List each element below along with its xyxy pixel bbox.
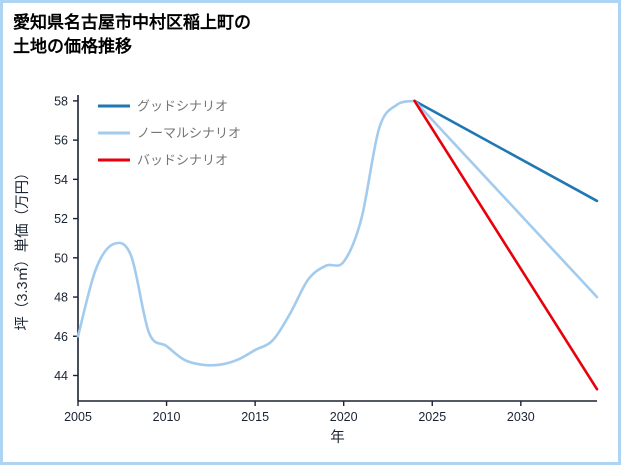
x-tick-label: 2030 [507,410,535,424]
legend-label: グッドシナリオ [137,99,228,114]
y-tick-label: 54 [54,173,68,187]
y-tick-label: 50 [54,251,68,265]
chart-title: 愛知県名古屋市中村区稲上町の 土地の価格推移 [13,11,251,59]
y-tick-label: 44 [54,369,68,383]
legend [98,104,130,162]
y-tick-label: 58 [54,94,68,108]
normal-scenario-line [413,99,599,299]
history-normal-line [76,99,416,367]
x-tick-label: 2005 [64,410,92,424]
x-axis-label: 年 [330,429,345,446]
chart-title-line1: 愛知県名古屋市中村区稲上町の [13,13,251,32]
y-tick-label: 52 [54,212,68,226]
x-tick-label: 2020 [330,410,358,424]
x-tick-label: 2015 [241,410,269,424]
x-tick-label: 2025 [418,410,446,424]
y-tick-label: 48 [54,291,68,305]
y-tick-label: 56 [54,134,68,148]
y-axis-label: 坪（3.3㎡）単価（万円） [14,165,31,330]
y-tick-label: 46 [54,330,68,344]
chart-title-line2: 土地の価格推移 [13,36,132,56]
legend-label: バッドシナリオ [137,153,228,168]
legend-label: ノーマルシナリオ [137,126,241,141]
good-scenario-line [413,99,599,203]
price-trend-line-chart: 2005 2010 2015 2020 2025 2030 44 46 48 50 52 54 56 58… [14,94,599,446]
bad-scenario-line [413,99,599,391]
x-tick-label: 2010 [153,410,181,424]
